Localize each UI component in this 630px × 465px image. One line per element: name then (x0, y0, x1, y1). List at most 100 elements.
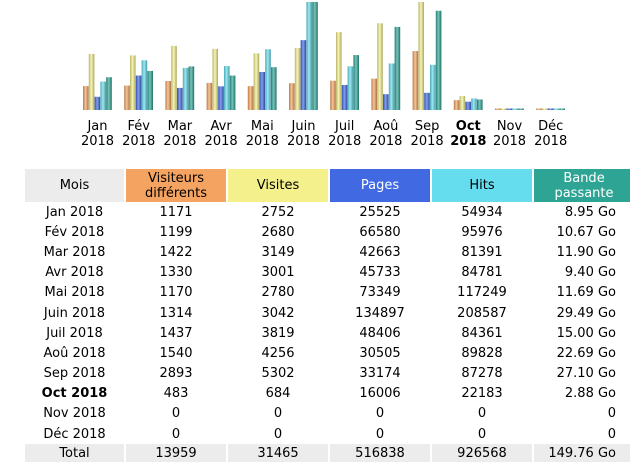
table-row: Nov 2018 0 0 0 0 0 (25, 404, 630, 424)
year-axis-label: 2018 (328, 134, 361, 149)
table-row: Aoû 2018 1540 4256 30505 89828 22.69 Go (25, 343, 630, 363)
bandwidth-bar-juin (312, 2, 318, 110)
total-hits-cell: 926568 (432, 444, 532, 463)
visitors-cell: 1314 (159, 305, 193, 321)
pages-bar-juin (300, 40, 307, 110)
table-row: Oct 2018 483 684 16006 22183 2.88 Go (25, 384, 630, 404)
visits-cell: 0 (273, 426, 283, 442)
pages-cell: 25525 (359, 204, 401, 220)
visitors-cell: 1199 (159, 224, 193, 240)
bandwidth-cell: 11.69 Go (556, 285, 616, 301)
visits-bar-avr (212, 48, 218, 110)
pages-cell: 48406 (359, 325, 401, 341)
month-cell: Jan 2018 (45, 204, 104, 220)
visitors-bar-fév (124, 85, 130, 110)
hits-cell: 0 (477, 426, 487, 442)
visits-bar-oct (459, 96, 466, 110)
visits-bar-mar (171, 45, 177, 110)
pages-bar-mar (177, 87, 183, 110)
visitors-bar-aoû (371, 78, 377, 110)
year-axis-label: 2018 (287, 134, 320, 149)
bandwidth-cell: 0 (607, 406, 616, 422)
pages-cell: 66580 (359, 224, 401, 240)
visits-cell: 3001 (261, 265, 295, 281)
month-cell: Aoû 2018 (43, 345, 106, 361)
total-bandwidth-cell: 149.76 Go (534, 444, 630, 463)
bandwidth-cell: 15.00 Go (556, 325, 616, 341)
pages-cell: 0 (375, 406, 385, 422)
visits-cell: 2752 (261, 204, 295, 220)
total-row: Total 13959 31465 516838 926568 149.76 Go (25, 444, 630, 463)
month-axis-label: Avr (211, 119, 233, 134)
hits-cell: 84361 (461, 325, 503, 341)
table-row: Juil 2018 1437 3819 48406 84361 15.00 Go (25, 323, 630, 343)
month-axis-label: Juin (291, 119, 316, 134)
hits-bar-déc (553, 108, 560, 110)
month-axis-label: Jan (86, 119, 107, 134)
bandwidth-bar-mai (271, 67, 277, 110)
month-cell: Mar 2018 (43, 244, 106, 260)
bandwidth-bar-sep (435, 10, 442, 110)
bandwidth-bar-jan (106, 77, 112, 110)
hits-cell: 208587 (457, 305, 507, 321)
visitors-bar-sep (412, 51, 419, 110)
visits-cell: 2780 (261, 285, 295, 301)
bandwidth-cell: 22.69 Go (556, 345, 616, 361)
month-axis-label: Déc (538, 119, 563, 134)
month-axis-label: Fév (127, 119, 150, 134)
year-axis-label: 2018 (246, 134, 279, 149)
monthly-history-chart: Jan2018Fév2018Mar2018Avr2018Mai2018Juin2… (81, 2, 567, 149)
table-row: Avr 2018 1330 3001 45733 84781 9.40 Go (25, 263, 630, 283)
visits-bar-déc (542, 108, 548, 110)
total-visitors-cell: 13959 (126, 444, 226, 463)
visitors-cell: 1170 (159, 285, 193, 301)
month-cell: Nov 2018 (43, 406, 106, 422)
hits-bar-aoû (388, 63, 395, 110)
pages-cell: 0 (375, 426, 385, 442)
hits-bar-mai (265, 49, 271, 110)
visits-bar-fév (130, 55, 136, 110)
visits-cell: 4256 (261, 345, 295, 361)
visitors-bar-nov (495, 108, 501, 110)
bandwidth-bar-mar (188, 66, 195, 110)
table-row: Fév 2018 1199 2680 66580 95976 10.67 Go (25, 222, 630, 242)
visits-bar-sep (418, 2, 424, 110)
hits-bar-jan (100, 81, 106, 110)
visitors-cell: 1171 (159, 204, 193, 220)
year-axis-label: 2018 (205, 134, 238, 149)
month-axis-label: Mai (251, 119, 274, 134)
visitors-bar-mar (165, 81, 171, 110)
visits-bar-aoû (377, 23, 383, 111)
visitors-bar-déc (536, 108, 542, 110)
pages-bar-sep (424, 92, 430, 110)
pages-column-header: Pages (330, 169, 430, 202)
visits-column-header: Visites (228, 169, 328, 202)
table-header-row: Mois Visiteurs différents Visites Pages … (25, 169, 630, 202)
visits-cell: 0 (273, 406, 283, 422)
table-row: Juin 2018 1314 3042 134897 208587 29.49 Go (25, 303, 630, 323)
pages-bar-oct (465, 101, 471, 110)
pages-bar-mai (259, 72, 265, 110)
month-cell: Avr 2018 (45, 265, 104, 281)
hits-bar-sep (430, 64, 436, 110)
pages-cell: 134897 (355, 305, 405, 321)
visits-cell: 3149 (261, 244, 295, 260)
month-cell: Oct 2018 (41, 386, 108, 402)
hits-cell: 22183 (461, 386, 503, 402)
hits-cell: 95976 (461, 224, 503, 240)
visits-cell: 3819 (261, 325, 295, 341)
visitors-bar-jan (83, 86, 89, 110)
bandwidth-bar-déc (559, 108, 565, 110)
bandwidth-cell: 9.40 Go (564, 265, 616, 281)
visitors-bar-juin (289, 83, 295, 110)
bandwidth-bar-aoû (394, 26, 401, 110)
month-cell: Juil 2018 (46, 325, 103, 341)
pages-bar-aoû (383, 94, 389, 110)
bandwidth-cell: 27.10 Go (556, 366, 616, 382)
pages-cell: 16006 (359, 386, 401, 402)
visits-bar-juil (336, 32, 342, 110)
bandwidth-bar-juil (353, 55, 359, 110)
table-row: Mar 2018 1422 3149 42663 81391 11.90 Go (25, 242, 630, 262)
month-cell: Sep 2018 (43, 366, 106, 382)
visitors-bar-juil (330, 80, 336, 110)
